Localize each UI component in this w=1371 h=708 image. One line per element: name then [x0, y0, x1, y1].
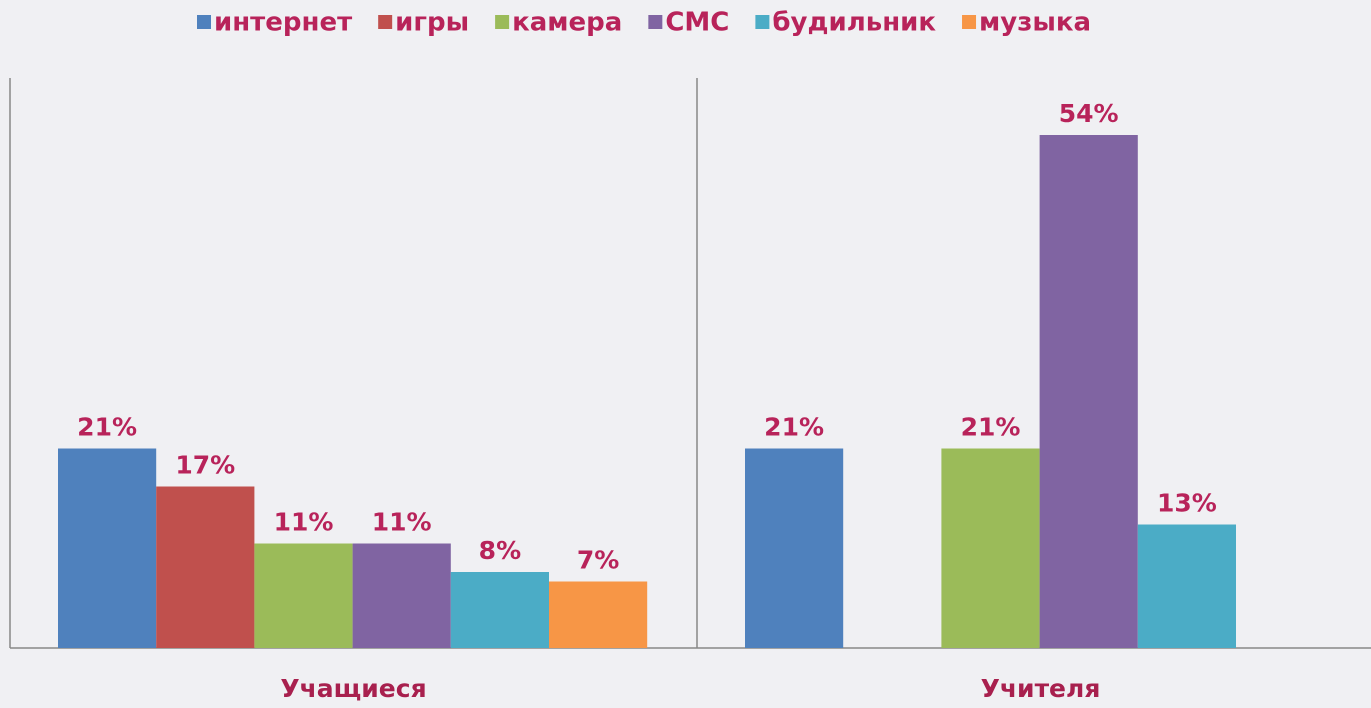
- bar: [352, 543, 451, 648]
- legend-swatch: [648, 15, 663, 29]
- data-label: 8%: [479, 536, 521, 565]
- legend-label: интернет: [214, 8, 352, 38]
- bar: [450, 572, 549, 648]
- data-label: 7%: [577, 546, 619, 575]
- legend-label: музыка: [979, 8, 1091, 38]
- bar: [745, 448, 844, 648]
- data-label: 54%: [1059, 99, 1119, 128]
- x-tick-label: Учащиеся: [280, 674, 426, 703]
- legend-label: камера: [512, 8, 622, 38]
- bar: [254, 543, 353, 648]
- legend-swatch: [197, 15, 211, 29]
- data-label: 21%: [961, 413, 1021, 442]
- bar: [549, 581, 648, 648]
- data-label: 21%: [764, 413, 824, 442]
- legend-swatch: [962, 15, 977, 29]
- bar: [58, 448, 157, 648]
- bar: [156, 486, 255, 648]
- bar: [1137, 524, 1236, 648]
- legend-swatch: [755, 15, 770, 29]
- data-label: 11%: [274, 508, 334, 537]
- data-label: 21%: [77, 413, 137, 442]
- x-tick-label: Учителя: [981, 674, 1101, 703]
- legend-label: СМС: [665, 8, 729, 38]
- bar: [1039, 135, 1138, 648]
- legend-label: будильник: [772, 8, 936, 38]
- data-label: 13%: [1157, 489, 1217, 518]
- legend-label: игры: [395, 8, 469, 38]
- bar: [941, 448, 1040, 648]
- legend-swatch: [495, 15, 510, 29]
- legend-swatch: [378, 15, 393, 29]
- data-label: 17%: [175, 451, 235, 480]
- data-label: 11%: [372, 508, 432, 537]
